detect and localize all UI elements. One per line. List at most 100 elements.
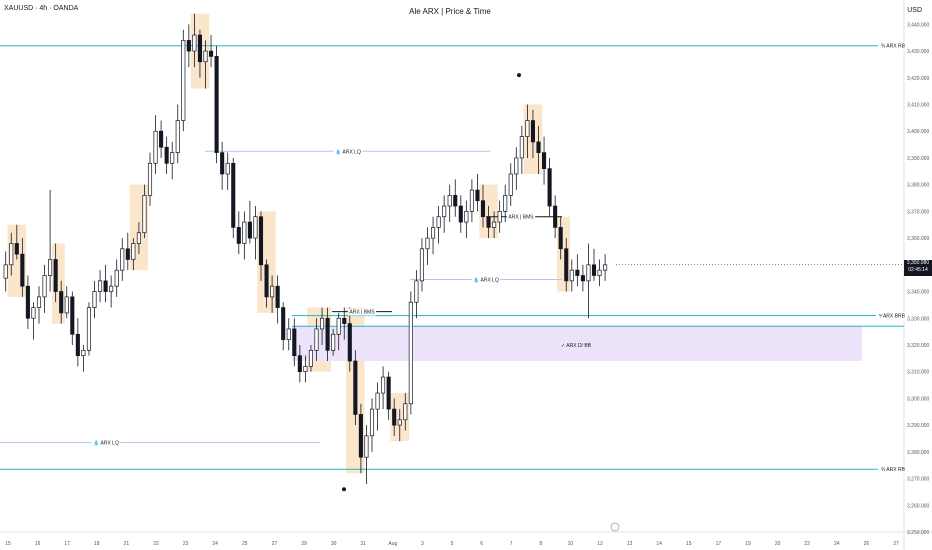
candle [125, 232, 130, 271]
time-tick-label: 16 [35, 541, 41, 547]
candle [20, 238, 25, 297]
time-tick-label: 17 [64, 541, 70, 547]
candle-body [20, 253, 25, 287]
candle [70, 291, 75, 345]
candle [320, 307, 325, 345]
lq-mid-label-bg [471, 276, 501, 284]
candle [3, 251, 8, 292]
swing-low-dot [342, 487, 346, 492]
order-block-zone [292, 326, 862, 362]
candle-body [153, 130, 158, 164]
bms-lower-label: ARX | BMS [508, 215, 534, 221]
candle [325, 307, 330, 362]
symbol-label[interactable]: XAUUSD · 4h · OANDA [4, 5, 79, 12]
candle-body [503, 195, 508, 212]
candle-body [603, 264, 608, 271]
candle-body [342, 317, 347, 324]
candle-body [120, 248, 125, 271]
candle-body [447, 195, 452, 207]
candle-body [270, 285, 275, 298]
candle [469, 179, 474, 223]
candle-body [541, 152, 547, 169]
price-tick-label: 3,370.000 [907, 209, 929, 215]
candle-body [580, 275, 585, 282]
candle-body [558, 227, 563, 250]
price-tick-label: 3,440.000 [907, 22, 929, 28]
candle [508, 163, 513, 207]
price-tick-label: 3,380.000 [907, 183, 929, 189]
candle [575, 254, 580, 287]
candle-body [214, 56, 219, 153]
candle-body [36, 296, 42, 308]
candle-body [125, 248, 130, 260]
candle [258, 211, 264, 281]
lq-lower-label-bg [91, 439, 121, 447]
candle-body [308, 349, 314, 367]
candle-body [469, 189, 474, 212]
price-tick-label: 3,360.000 [907, 236, 929, 242]
candle-body [86, 307, 92, 351]
time-tick-label: Aug [388, 541, 397, 547]
candle [175, 104, 180, 164]
candle [275, 275, 280, 324]
candle [170, 141, 175, 180]
candle [425, 227, 430, 265]
candle [480, 184, 486, 228]
candle [464, 200, 469, 239]
currency-label[interactable]: USD [907, 7, 922, 14]
candle [497, 200, 502, 233]
candle-body [575, 269, 580, 276]
candle-body [397, 419, 402, 426]
candle-body [42, 275, 47, 298]
swing-high-dot [517, 73, 521, 78]
candle [342, 307, 347, 340]
price-tick-label: 3,260.000 [907, 503, 929, 509]
candle [503, 184, 508, 223]
price-tick-label: 3,280.000 [907, 450, 929, 456]
candle [97, 270, 103, 303]
price-tick-label: 3,400.000 [907, 129, 929, 135]
candle-body [369, 408, 375, 437]
candle-body [564, 248, 569, 282]
candle [292, 318, 297, 367]
candle-body [425, 237, 430, 250]
candle-body [242, 221, 247, 244]
candle [64, 286, 69, 319]
candle [192, 13, 197, 68]
candle-body [197, 34, 203, 63]
candle [81, 344, 86, 372]
candle-body [281, 307, 286, 340]
candle [586, 243, 591, 319]
candle-body [492, 221, 497, 228]
candle-body [103, 280, 108, 292]
time-tick-label: 30 [331, 541, 337, 547]
price-tick-label: 3,270.000 [907, 477, 929, 483]
time-tick-label: 25 [242, 541, 248, 547]
candle [42, 264, 47, 313]
candle [136, 222, 141, 255]
candle-body [436, 216, 441, 228]
time-tick-label: 18 [94, 541, 100, 547]
candle-body [331, 333, 336, 351]
candle [453, 179, 458, 217]
candle [547, 157, 552, 217]
bms-upper-label: ARX | BMS [349, 310, 375, 316]
candle [475, 173, 480, 212]
time-tick-label: 23 [183, 541, 189, 547]
time-tick-label: 27 [893, 541, 899, 547]
candle-body [591, 264, 597, 276]
candle [209, 35, 214, 68]
candle-body [353, 360, 358, 415]
candle [419, 238, 425, 292]
candle [297, 344, 302, 383]
candle [231, 157, 236, 239]
candle [442, 195, 447, 233]
candle [514, 147, 519, 191]
time-tick-label: 24 [212, 541, 218, 547]
candle [358, 403, 363, 474]
rb-bottom-label: ⅔ ARX RB [881, 467, 906, 473]
candle [214, 45, 219, 164]
candle-body [264, 264, 269, 298]
candle [25, 275, 30, 329]
